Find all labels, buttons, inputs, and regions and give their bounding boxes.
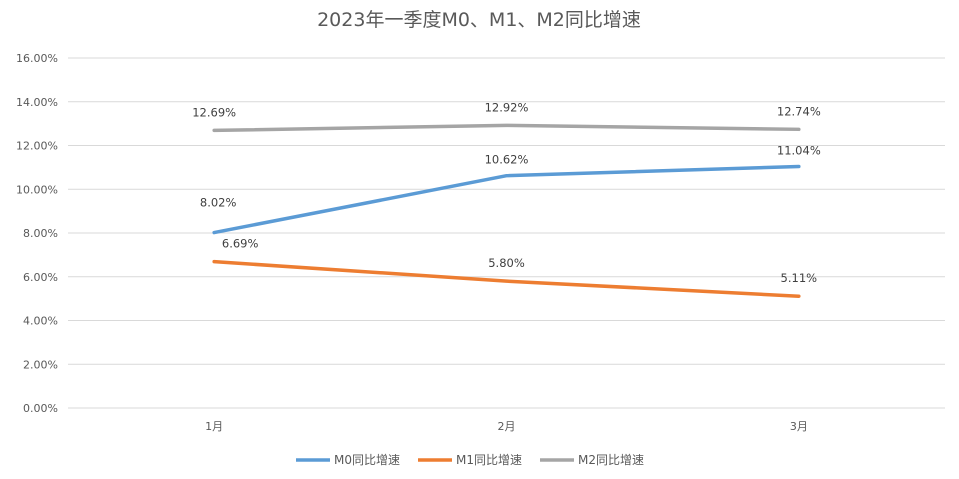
y-tick-label: 8.00% (23, 227, 58, 240)
data-label: 5.80% (488, 256, 525, 270)
chart-title: 2023年一季度M0、M1、M2同比增速 (317, 9, 641, 31)
data-label: 10.62% (485, 153, 529, 167)
data-label: 12.74% (777, 104, 821, 118)
data-label: 12.69% (192, 105, 236, 119)
y-tick-label: 10.00% (16, 183, 58, 196)
y-tick-label: 16.00% (16, 52, 58, 65)
y-tick-label: 14.00% (16, 96, 58, 109)
x-tick-label: 1月 (205, 420, 223, 433)
x-tick-label: 3月 (790, 420, 808, 433)
legend-label: M0同比增速 (334, 453, 400, 467)
series-line-2 (212, 259, 801, 298)
legend-label: M1同比增速 (456, 453, 522, 467)
series-line-3 (212, 123, 801, 133)
y-tick-label: 4.00% (23, 315, 58, 328)
y-tick-label: 0.00% (23, 402, 58, 415)
data-label: 11.04% (777, 144, 821, 158)
y-tick-label: 2.00% (23, 358, 58, 371)
y-tick-label: 12.00% (16, 140, 58, 153)
x-tick-label: 2月 (498, 420, 516, 433)
legend-label: M2同比增速 (578, 453, 644, 467)
data-label: 8.02% (200, 196, 237, 210)
series-line-1 (212, 164, 801, 235)
data-label: 5.11% (781, 271, 818, 285)
data-label: 6.69% (222, 237, 259, 251)
data-label: 12.92% (485, 100, 529, 114)
y-tick-label: 6.00% (23, 271, 58, 284)
